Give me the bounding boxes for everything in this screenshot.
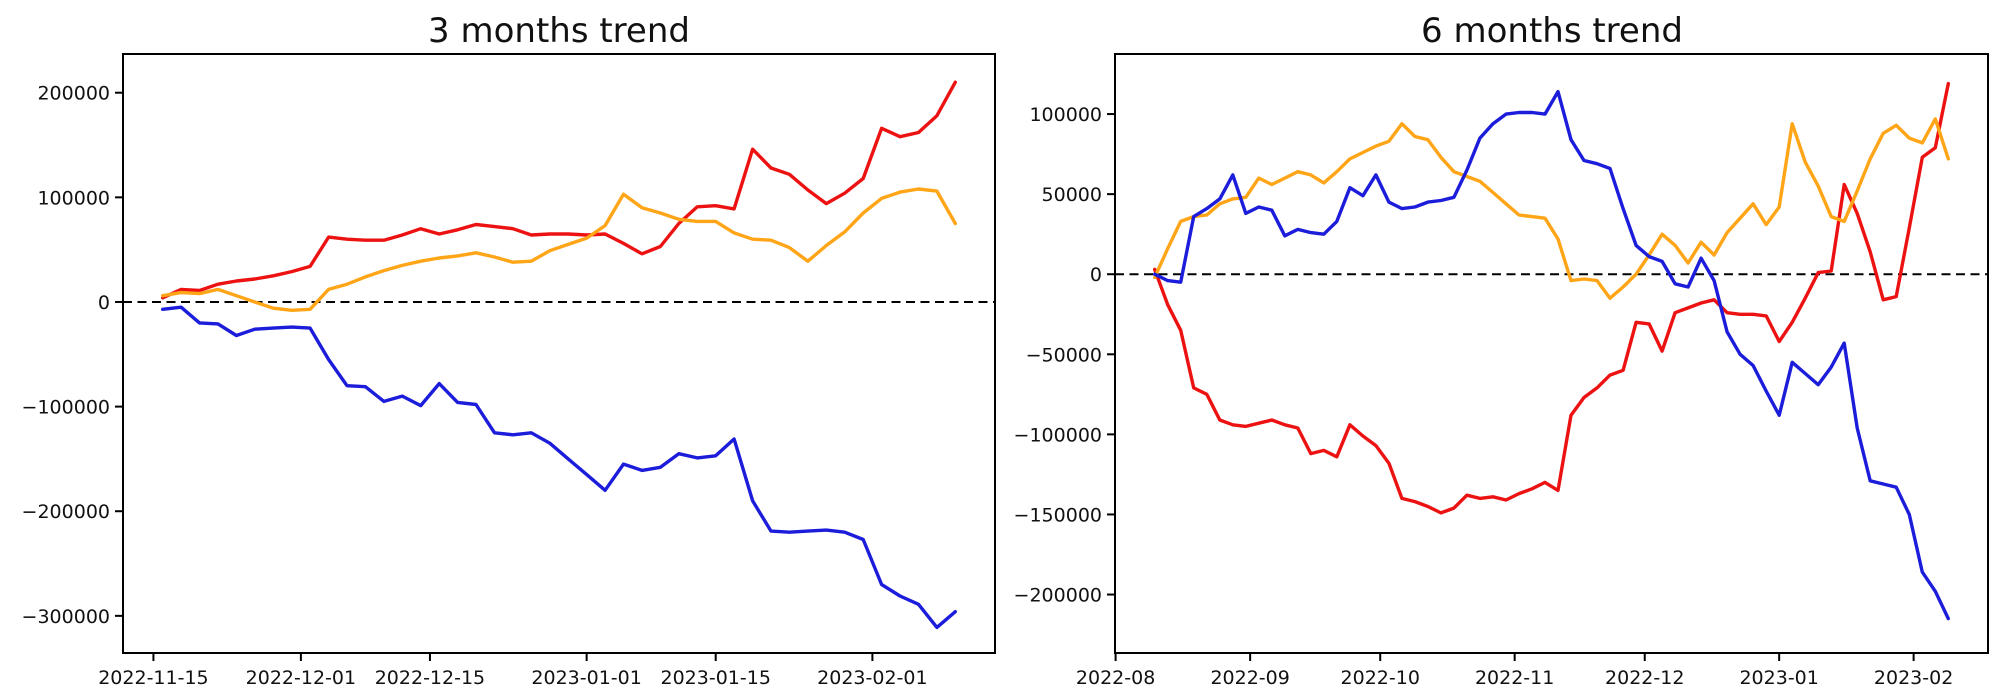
- x-tick-label: 2023-02-01: [817, 667, 927, 689]
- x-tick-label: 2022-11-15: [98, 667, 208, 689]
- x-tick-label: 2022-12-15: [375, 667, 485, 689]
- chart-title-6-months: 6 months trend: [1421, 11, 1683, 51]
- series-line-blue: [1152, 89, 1950, 621]
- y-tick-label: 100000: [37, 187, 110, 209]
- x-tick-label: 2022-08: [1076, 667, 1155, 689]
- plot-6-months-trend: 6 months trend 100000 50000 0 −50000 −100000…: [1014, 11, 1989, 689]
- y-tick-label: −200000: [1014, 585, 1102, 607]
- chart-title-3-months: 3 months trend: [428, 11, 690, 51]
- y-tick-label: 50000: [1042, 184, 1102, 206]
- x-tick-label: 2022-12-01: [246, 667, 356, 689]
- series-line-orange: [160, 187, 957, 312]
- y-tick-label: −50000: [1026, 344, 1102, 366]
- y-tick-label: −300000: [22, 606, 110, 628]
- series-line-orange: [1152, 117, 1950, 300]
- y-tick-label: −150000: [1014, 504, 1102, 526]
- series-line-blue: [160, 305, 957, 630]
- y-tick-label: −100000: [1014, 424, 1102, 446]
- chart-3-months-trend: 3 months trend 200000 100000 0 −100000 −2000…: [22, 11, 996, 689]
- x-tick-label: 2023-01: [1739, 667, 1818, 689]
- x-tick-label: 2023-01-15: [660, 667, 770, 689]
- x-tick-label: 2022-09: [1210, 667, 1289, 689]
- y-tick-label: 200000: [37, 83, 110, 105]
- plot-border: [122, 53, 996, 654]
- y-tick-label: −100000: [22, 397, 110, 419]
- chart-6-months-trend: 6 months trend 100000 50000 0 −50000 −100000…: [1000, 0, 2000, 700]
- x-tick-label: 2022-10: [1341, 667, 1420, 689]
- plot-3-months-trend: 3 months trend 200000 100000 0 −100000 −2000…: [22, 11, 996, 689]
- x-tick-label: 2022-12: [1605, 667, 1684, 689]
- x-tick-label: 2023-01-01: [531, 667, 641, 689]
- series-line-red: [160, 80, 957, 300]
- series-line-red: [1152, 81, 1950, 515]
- x-tick-label: 2022-11: [1475, 667, 1554, 689]
- y-tick-label: 100000: [1029, 104, 1102, 126]
- plot-border: [1114, 53, 1989, 654]
- x-tick-label: 2023-02: [1874, 667, 1953, 689]
- y-tick-label: −200000: [22, 501, 110, 523]
- y-tick-label: 0: [98, 292, 110, 314]
- y-tick-label: 0: [1090, 264, 1102, 286]
